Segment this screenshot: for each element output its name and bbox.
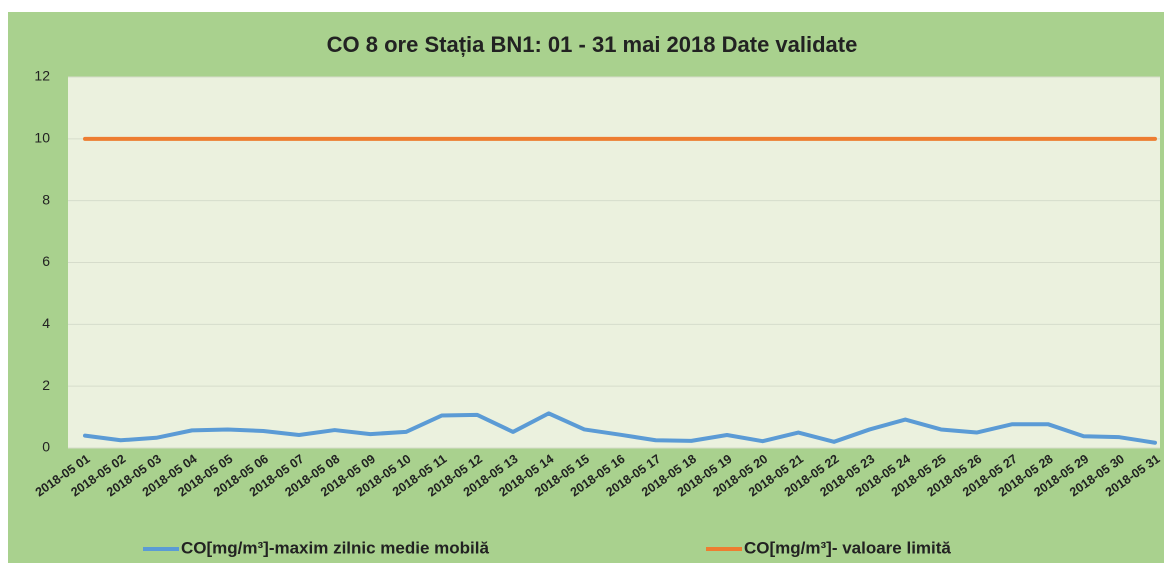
- y-tick-label: 12: [34, 68, 50, 84]
- series-line: [83, 411, 1157, 445]
- legend-label: CO[mg/m³]-maxim zilnic medie mobilă: [181, 538, 489, 557]
- y-tick-label: 0: [42, 439, 50, 455]
- y-tick-label: 2: [42, 377, 50, 393]
- chart-title: CO 8 ore Stația BN1: 01 - 31 mai 2018 Da…: [327, 32, 858, 57]
- y-tick-label: 8: [42, 191, 50, 207]
- y-tick-label: 10: [34, 130, 50, 146]
- y-tick-label: 6: [42, 253, 50, 269]
- y-tick-label: 4: [42, 315, 50, 331]
- legend-label: CO[mg/m³]- valoare limită: [744, 538, 951, 557]
